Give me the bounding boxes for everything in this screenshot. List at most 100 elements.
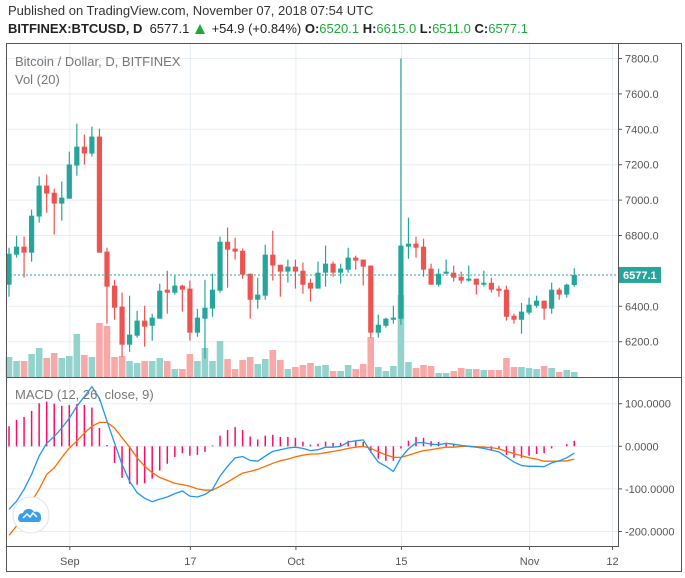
candle-body xyxy=(172,285,178,293)
price-pane-title: Bitcoin / Dollar, D, BITFINEX xyxy=(15,54,181,69)
macd-pane-title: MACD (12, 26, close, 9) xyxy=(15,387,154,402)
candle-body xyxy=(307,282,314,289)
volume-bar xyxy=(457,368,465,377)
tradingview-cloud-icon xyxy=(17,508,42,522)
candle-body xyxy=(6,253,12,285)
volume-bar xyxy=(156,358,164,377)
candle-body xyxy=(345,257,351,270)
volume-bar xyxy=(81,355,88,377)
volume-bar xyxy=(488,370,495,377)
candle-body xyxy=(473,278,479,285)
candle-body xyxy=(59,197,65,204)
last-price-badge: 6577.1 xyxy=(619,266,661,283)
volume-bar xyxy=(427,366,435,377)
candle-body xyxy=(526,304,532,313)
macd-tick-label: 100.0000 xyxy=(625,399,671,411)
volume-bar xyxy=(133,363,141,377)
high-label: H: xyxy=(362,21,377,36)
candle-body xyxy=(13,246,20,255)
volume-bar xyxy=(307,363,314,377)
candle-body xyxy=(571,274,577,286)
candle-body xyxy=(232,248,238,252)
price-change: +54.9 (+0.84%) xyxy=(211,21,302,36)
volume-bar xyxy=(329,371,337,377)
candle-body xyxy=(149,317,155,326)
volume-bar xyxy=(88,357,96,377)
volume-bar xyxy=(292,367,299,377)
candle-body xyxy=(549,289,555,309)
volume-bar xyxy=(322,365,329,377)
price-tick-label: 7000.0 xyxy=(625,195,659,207)
volume-bar xyxy=(73,334,81,377)
candle-body xyxy=(187,288,193,333)
price-tick-label: 6800.0 xyxy=(625,231,659,243)
candle-body xyxy=(428,268,434,285)
candle-body xyxy=(315,272,321,289)
volume-bar xyxy=(405,362,412,377)
grid-lines xyxy=(6,43,618,546)
volume-bar xyxy=(435,373,442,377)
candle-body xyxy=(556,289,562,295)
candle-body xyxy=(436,273,442,285)
candle-body xyxy=(338,268,344,273)
candle-body xyxy=(194,317,201,333)
volume-bar xyxy=(420,365,427,377)
volume-bar xyxy=(118,356,126,377)
volume-bar xyxy=(472,369,480,377)
candle-body xyxy=(353,257,359,261)
price-tick-label: 6200.0 xyxy=(625,337,659,349)
time-tick-label: Oct xyxy=(287,556,304,568)
volume-bar xyxy=(540,366,548,377)
price-axis[interactable]: 7800.0 7600.0 7400.0 7200.0 7000.0 6800.0 6400… xyxy=(618,54,675,539)
candle-body xyxy=(209,289,216,309)
published-line: Published on TradingView.com, November 0… xyxy=(8,3,374,18)
low-label: L: xyxy=(419,21,433,36)
volume-bar xyxy=(299,365,307,377)
volume-bar xyxy=(563,370,571,377)
volume-bar xyxy=(13,361,20,377)
volume-bar xyxy=(209,361,216,377)
candle-body xyxy=(488,282,494,290)
volume-bar xyxy=(344,365,352,377)
volume-bar xyxy=(43,358,50,377)
tradingview-logo[interactable] xyxy=(12,496,50,534)
volume-bar xyxy=(35,348,43,377)
volume-bar xyxy=(246,357,254,377)
candle-body xyxy=(202,307,208,319)
volume-bar xyxy=(148,361,156,377)
candle-body xyxy=(511,315,517,320)
up-triangle-icon xyxy=(194,24,205,34)
candle-body xyxy=(443,271,449,274)
candle-body xyxy=(104,251,110,287)
candle-body xyxy=(217,241,223,291)
candle-body xyxy=(360,259,366,267)
volume-bar xyxy=(397,295,405,377)
candle-body xyxy=(405,243,412,247)
volume-bar xyxy=(465,369,473,377)
volume-bar xyxy=(525,368,533,377)
close-value: 6577.1 xyxy=(488,21,528,36)
candle-body xyxy=(496,288,502,291)
volume-bar xyxy=(450,371,457,377)
candle-body xyxy=(383,318,389,326)
candle-body xyxy=(398,245,404,319)
volume-bar xyxy=(261,359,269,377)
close-label: C: xyxy=(474,21,489,36)
candle-body xyxy=(481,282,487,285)
candle-body xyxy=(564,284,570,295)
volume-bar xyxy=(284,369,292,377)
volume-bar xyxy=(20,361,28,377)
candle-body xyxy=(111,285,118,308)
candle-body xyxy=(240,250,246,275)
candle-body xyxy=(255,294,261,300)
volume-bar xyxy=(171,369,179,377)
candle-body xyxy=(466,278,472,281)
symbol-label: BITFINEX:BTCUSD, D xyxy=(8,21,143,36)
volume-bar xyxy=(359,364,367,377)
candle-body xyxy=(96,136,103,253)
volume-bar xyxy=(277,360,284,377)
candle-body xyxy=(224,241,231,250)
macd-line xyxy=(8,385,575,510)
time-axis[interactable]: Sep 17 Oct 15 Nov 12 xyxy=(60,546,619,568)
